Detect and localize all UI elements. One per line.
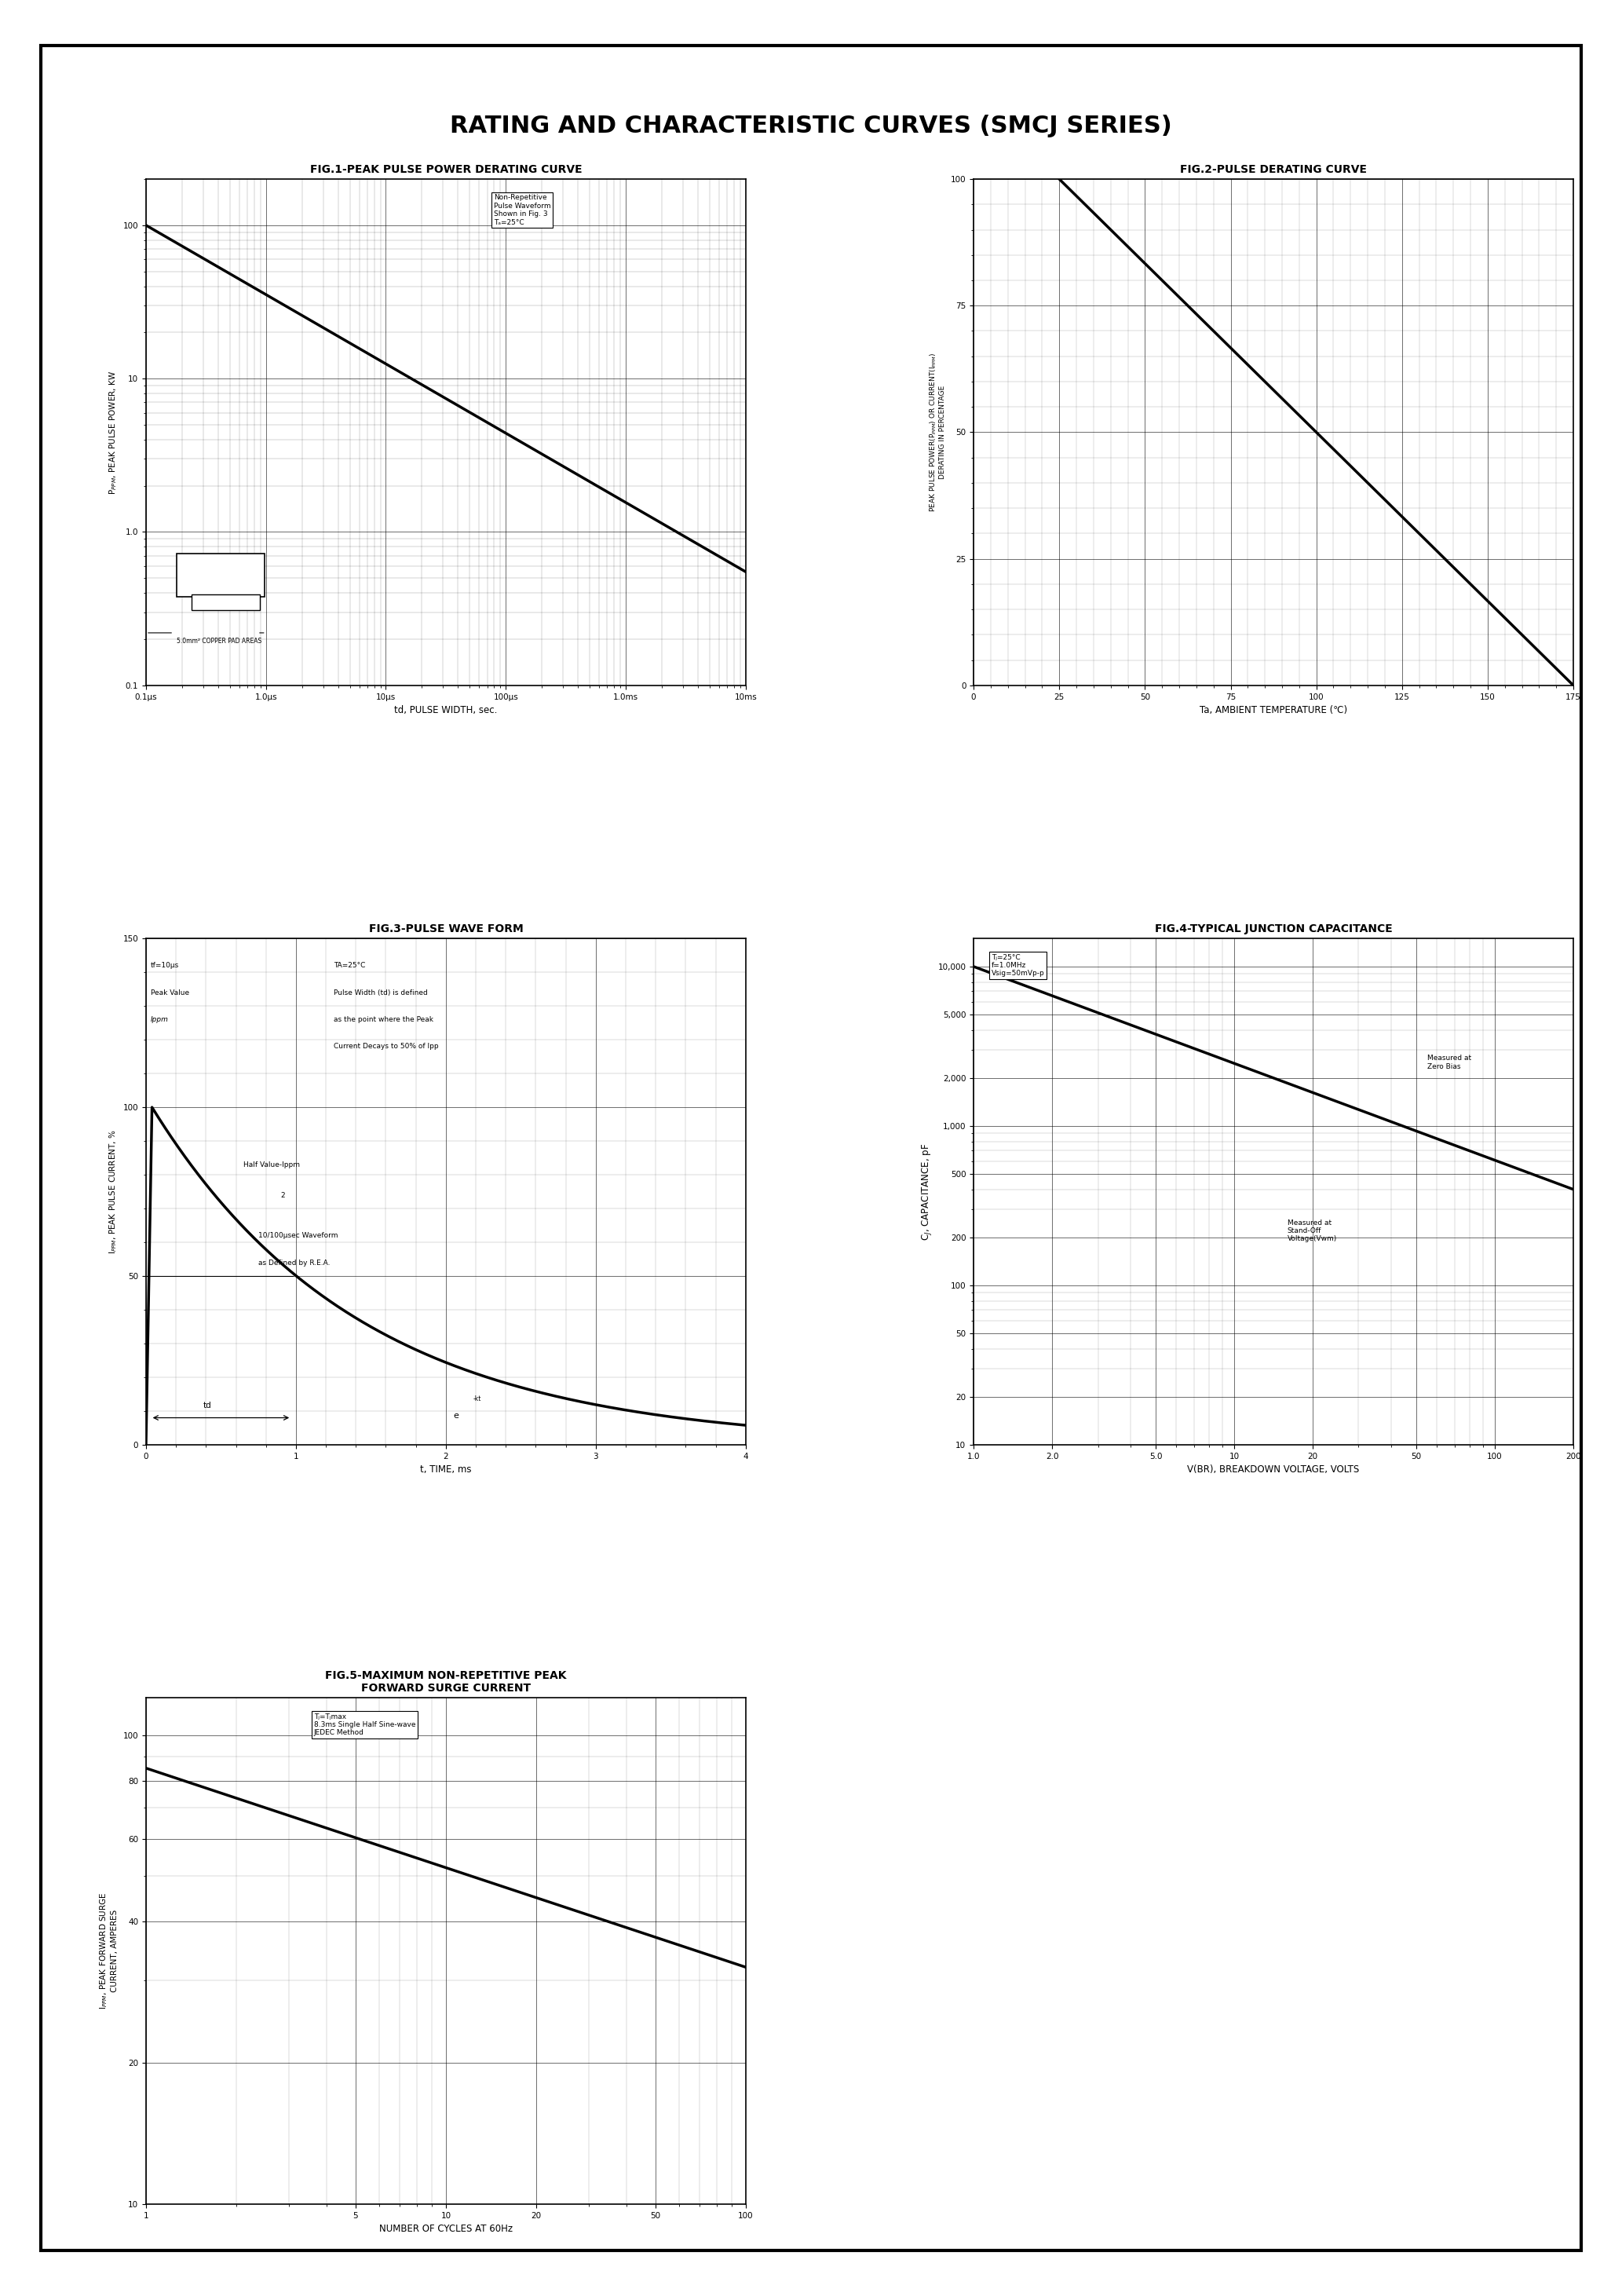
Title: FIG.1-PEAK PULSE POWER DERATING CURVE: FIG.1-PEAK PULSE POWER DERATING CURVE xyxy=(310,163,582,174)
X-axis label: Ta, AMBIENT TEMPERATURE (℃): Ta, AMBIENT TEMPERATURE (℃) xyxy=(1200,705,1348,716)
Bar xyxy=(191,595,260,611)
Text: Peak Value: Peak Value xyxy=(151,990,190,996)
Text: Measured at
Stand-Off
Voltage(Vwm): Measured at Stand-Off Voltage(Vwm) xyxy=(1288,1219,1337,1242)
Text: as the point where the Peak: as the point where the Peak xyxy=(334,1017,433,1024)
Title: FIG.4-TYPICAL JUNCTION CAPACITANCE: FIG.4-TYPICAL JUNCTION CAPACITANCE xyxy=(1155,923,1392,934)
Text: Non-Repetitive
Pulse Waveform
Shown in Fig. 3
Tₐ=25°C: Non-Repetitive Pulse Waveform Shown in F… xyxy=(493,195,551,225)
Y-axis label: P$_{PPM}$, PEAK PULSE POWER, KW: P$_{PPM}$, PEAK PULSE POWER, KW xyxy=(107,370,118,494)
Y-axis label: C$_J$, CAPACITANCE, pF: C$_J$, CAPACITANCE, pF xyxy=(920,1143,933,1240)
Text: Tⱼ=25°C
f=1.0MHz
Vsig=50mVp-p: Tⱼ=25°C f=1.0MHz Vsig=50mVp-p xyxy=(991,953,1045,978)
Text: 10/100μsec Waveform: 10/100μsec Waveform xyxy=(258,1233,337,1240)
X-axis label: td, PULSE WIDTH, sec.: td, PULSE WIDTH, sec. xyxy=(394,705,498,716)
X-axis label: V(BR), BREAKDOWN VOLTAGE, VOLTS: V(BR), BREAKDOWN VOLTAGE, VOLTS xyxy=(1187,1465,1359,1474)
Text: -kt: -kt xyxy=(474,1396,482,1403)
Text: Ippm: Ippm xyxy=(151,1017,169,1024)
X-axis label: NUMBER OF CYCLES AT 60Hz: NUMBER OF CYCLES AT 60Hz xyxy=(380,2225,513,2234)
Text: Current Decays to 50% of Ipp: Current Decays to 50% of Ipp xyxy=(334,1042,438,1049)
Y-axis label: I$_{PPM}$, PEAK FORWARD SURGE
CURRENT, AMPERES: I$_{PPM}$, PEAK FORWARD SURGE CURRENT, A… xyxy=(99,1892,118,2009)
Text: Measured at
Zero Bias: Measured at Zero Bias xyxy=(1427,1054,1471,1070)
FancyBboxPatch shape xyxy=(177,553,264,597)
Title: FIG.3-PULSE WAVE FORM: FIG.3-PULSE WAVE FORM xyxy=(368,923,522,934)
Text: Half Value-Ippm: Half Value-Ippm xyxy=(243,1162,300,1169)
Text: TA=25°C: TA=25°C xyxy=(334,962,365,969)
Text: Tⱼ=Tⱼmax
8.3ms Single Half Sine-wave
JEDEC Method: Tⱼ=Tⱼmax 8.3ms Single Half Sine-wave JED… xyxy=(315,1713,415,1736)
Text: as Defined by R.E.A.: as Defined by R.E.A. xyxy=(258,1258,331,1265)
Text: RATING AND CHARACTERISTIC CURVES (SMCJ SERIES): RATING AND CHARACTERISTIC CURVES (SMCJ S… xyxy=(449,115,1173,138)
Text: 5.0mm² COPPER PAD AREAS: 5.0mm² COPPER PAD AREAS xyxy=(177,638,261,645)
Text: tf=10μs: tf=10μs xyxy=(151,962,178,969)
Text: Pulse Width (td) is defined: Pulse Width (td) is defined xyxy=(334,990,428,996)
Title: FIG.5-MAXIMUM NON-REPETITIVE PEAK
FORWARD SURGE CURRENT: FIG.5-MAXIMUM NON-REPETITIVE PEAK FORWAR… xyxy=(324,1669,566,1694)
Text: e: e xyxy=(453,1412,459,1419)
Text: td: td xyxy=(203,1401,211,1410)
Y-axis label: PEAK PULSE POWER(P$_{PPM}$) OR CURRENT(I$_{PPM}$)
DERATING IN PERCENTAGE: PEAK PULSE POWER(P$_{PPM}$) OR CURRENT(I… xyxy=(928,354,946,512)
Y-axis label: I$_{PPM}$, PEAK PULSE CURRENT, %: I$_{PPM}$, PEAK PULSE CURRENT, % xyxy=(107,1130,118,1254)
Text: 2: 2 xyxy=(281,1192,285,1199)
X-axis label: t, TIME, ms: t, TIME, ms xyxy=(420,1465,472,1474)
Title: FIG.2-PULSE DERATING CURVE: FIG.2-PULSE DERATING CURVE xyxy=(1181,163,1367,174)
